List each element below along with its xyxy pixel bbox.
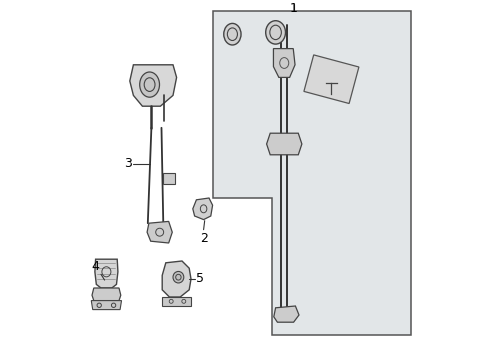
Polygon shape (92, 288, 121, 301)
Ellipse shape (266, 21, 286, 44)
Ellipse shape (224, 23, 241, 45)
Polygon shape (147, 221, 172, 243)
Polygon shape (213, 11, 411, 335)
Text: 4: 4 (92, 260, 99, 273)
Ellipse shape (173, 271, 184, 283)
Polygon shape (273, 49, 295, 77)
Polygon shape (163, 173, 175, 184)
Polygon shape (91, 301, 122, 310)
Polygon shape (267, 133, 302, 155)
Polygon shape (274, 306, 299, 322)
Ellipse shape (140, 72, 160, 97)
Polygon shape (130, 65, 176, 106)
Text: 3: 3 (123, 157, 132, 170)
Text: 2: 2 (199, 232, 208, 245)
Text: 1: 1 (290, 2, 297, 15)
Polygon shape (95, 259, 118, 288)
Polygon shape (304, 55, 359, 104)
Polygon shape (162, 261, 191, 297)
Polygon shape (193, 198, 213, 220)
Text: 5: 5 (196, 273, 204, 285)
Polygon shape (162, 297, 191, 306)
